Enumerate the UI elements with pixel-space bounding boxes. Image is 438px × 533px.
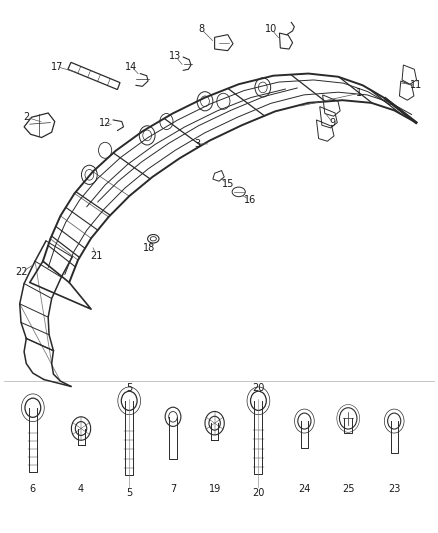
- Text: 13: 13: [169, 51, 181, 61]
- Text: 24: 24: [298, 484, 311, 494]
- Text: 18: 18: [143, 243, 155, 253]
- Text: 7: 7: [170, 484, 176, 494]
- Text: 15: 15: [222, 179, 234, 189]
- Text: 5: 5: [126, 383, 132, 393]
- Text: 20: 20: [252, 488, 265, 498]
- Text: 10: 10: [265, 25, 278, 34]
- Text: 12: 12: [99, 118, 111, 127]
- Text: 8: 8: [198, 25, 205, 34]
- Text: 2: 2: [23, 112, 29, 122]
- Text: 9: 9: [330, 118, 336, 127]
- Text: 21: 21: [90, 251, 102, 261]
- Text: 11: 11: [410, 80, 422, 90]
- Text: 22: 22: [16, 267, 28, 277]
- Text: 5: 5: [126, 488, 132, 498]
- Text: 25: 25: [342, 484, 354, 494]
- Text: 14: 14: [125, 62, 138, 71]
- Text: 1: 1: [356, 88, 362, 98]
- Text: 3: 3: [194, 139, 200, 149]
- Text: 16: 16: [244, 195, 256, 205]
- Text: 17: 17: [51, 62, 63, 71]
- Text: 6: 6: [30, 484, 36, 494]
- Text: 20: 20: [252, 383, 265, 393]
- Text: 19: 19: [208, 484, 221, 494]
- Text: 4: 4: [78, 484, 84, 494]
- Text: 23: 23: [388, 484, 400, 494]
